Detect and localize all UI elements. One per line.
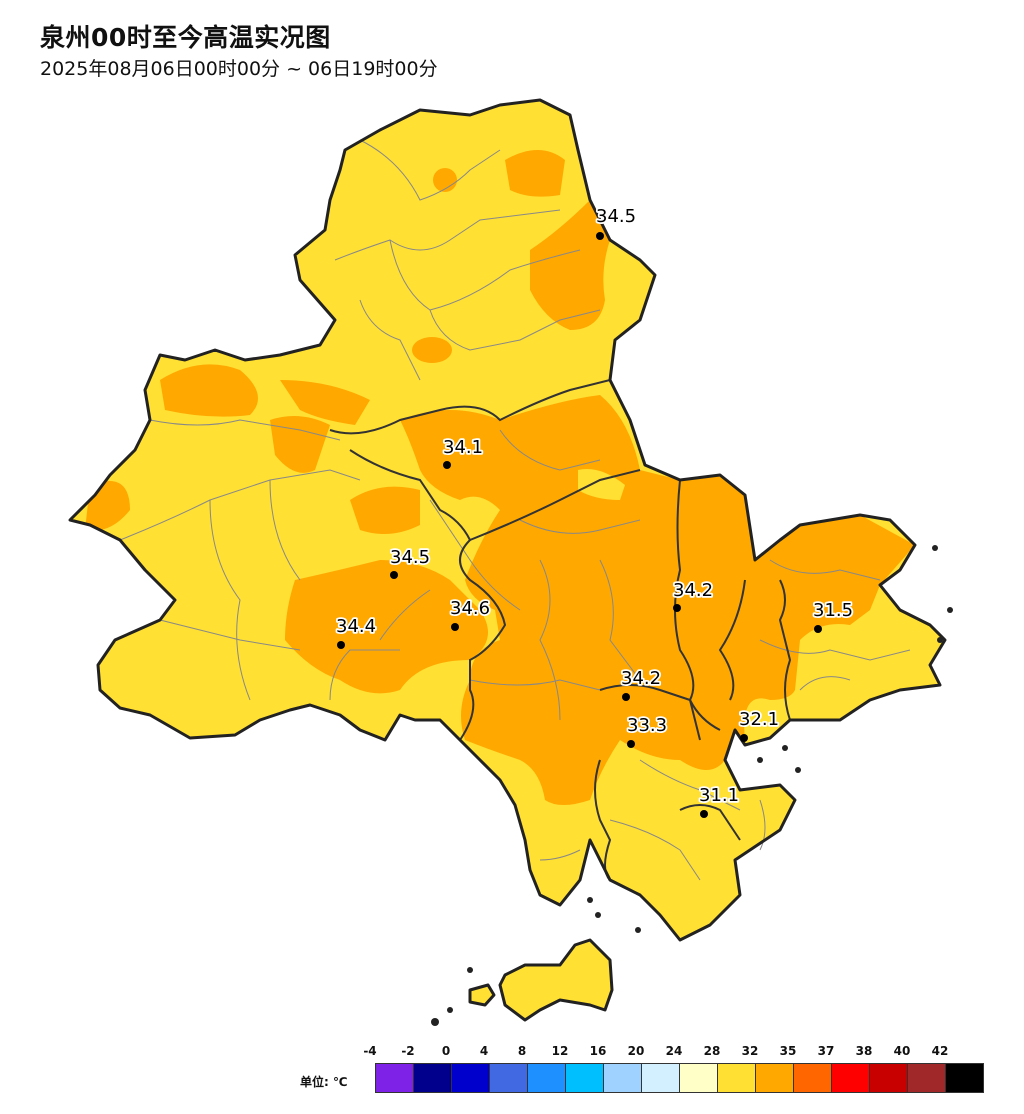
station-markers: 34.5 34.1 34.5 34.6 34.4 34.2 31.5 34.2 … [334,204,855,818]
svg-text:34.2: 34.2 [673,580,713,601]
station-8[interactable]: 33.3 [625,713,669,748]
svg-text:32.1: 32.1 [739,709,779,730]
svg-text:34.5: 34.5 [596,206,636,227]
svg-text:31.5: 31.5 [813,600,853,621]
legend-swatch [831,1063,870,1093]
legend-swatch [565,1063,604,1093]
province-outline [68,98,947,1022]
legend-tick-label: 42 [931,1044,949,1058]
svg-text:34.1: 34.1 [443,437,483,458]
page-title: 泉州00时至今高温实况图 [40,23,331,52]
legend-swatch [679,1063,718,1093]
legend-tick-label: 40 [893,1044,911,1058]
legend-tick-label: 12 [551,1044,569,1058]
legend-tick-label: 16 [589,1044,607,1058]
legend-tick-label: 35 [779,1044,797,1058]
station-4[interactable]: 34.4 [334,614,378,649]
station-10[interactable]: 31.1 [697,783,741,818]
svg-text:31.1: 31.1 [699,785,739,806]
legend-tick-label: 28 [703,1044,721,1058]
legend-tick-label: 37 [817,1044,835,1058]
legend-swatch [717,1063,756,1093]
legend-tick-label: 24 [665,1044,683,1058]
district-boundaries [119,139,911,881]
legend-swatch [755,1063,794,1093]
svg-text:33.3: 33.3 [627,715,667,736]
legend-swatch [413,1063,452,1093]
legend-swatch [641,1063,680,1093]
legend-tick-label: -4 [363,1044,377,1058]
legend-swatch [869,1063,908,1093]
legend-tick-label: 8 [517,1044,527,1058]
legend-tick-label: 38 [855,1044,873,1058]
legend-unit-label: 单位: ℃ [300,1075,348,1089]
station-5[interactable]: 34.2 [671,578,715,612]
svg-text:34.6: 34.6 [450,598,490,619]
legend-swatch [945,1063,984,1093]
svg-text:34.2: 34.2 [621,668,661,689]
svg-text:34.4: 34.4 [336,616,376,637]
station-2[interactable]: 34.5 [388,545,432,579]
legend-swatch [451,1063,490,1093]
legend-swatch [375,1063,414,1093]
time-range-subtitle: 2025年08月06日00时00分 ~ 06日19时00分 [40,58,438,80]
station-0[interactable]: 34.5 [594,204,638,240]
legend-swatch [527,1063,566,1093]
islands [431,545,953,1026]
station-7[interactable]: 34.2 [619,666,663,701]
legend-tick-label: 0 [441,1044,451,1058]
station-6[interactable]: 31.5 [811,598,855,633]
temperature-map: 34.5 34.1 34.5 34.6 34.4 34.2 31.5 34.2 … [68,98,953,1026]
station-9[interactable]: 32.1 [737,707,781,742]
station-1[interactable]: 34.1 [441,435,485,469]
legend-swatch [907,1063,946,1093]
station-3[interactable]: 34.6 [448,596,492,631]
hot-zones [85,150,915,805]
svg-text:34.5: 34.5 [390,547,430,568]
legend-tick-label: 4 [479,1044,489,1058]
legend-swatch [603,1063,642,1093]
legend-swatch [489,1063,528,1093]
legend-swatch [793,1063,832,1093]
legend-tick-label: -2 [401,1044,415,1058]
legend-tick-label: 32 [741,1044,759,1058]
legend-tick-label: 20 [627,1044,645,1058]
